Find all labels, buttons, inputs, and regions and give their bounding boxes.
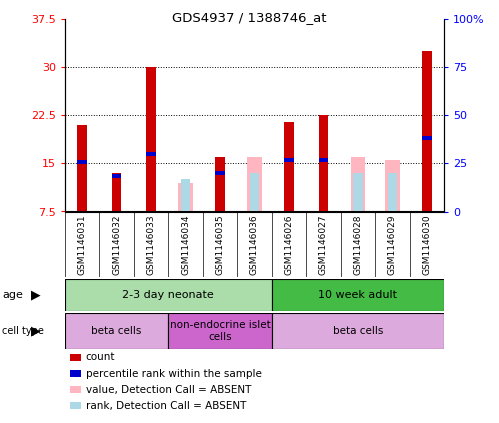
Bar [215,157,225,171]
Text: GSM1146028: GSM1146028 [353,214,362,275]
Bar [178,183,193,212]
Text: GSM1146031: GSM1146031 [78,214,87,275]
Bar [146,67,156,152]
Bar [319,158,328,162]
Bar [284,122,294,212]
Text: GSM1146026: GSM1146026 [284,214,293,275]
Text: count: count [86,352,115,363]
Bar [250,173,259,212]
Text: cell type: cell type [2,326,44,336]
Bar [385,160,400,212]
Bar [146,152,156,156]
Text: percentile rank within the sample: percentile rank within the sample [86,368,261,379]
Bar [284,122,294,158]
Bar [215,157,225,212]
Bar [422,136,432,140]
Bar [319,115,328,158]
Text: GSM1146036: GSM1146036 [250,214,259,275]
Text: GSM1146033: GSM1146033 [147,214,156,275]
Text: age: age [2,290,23,300]
Bar [77,125,87,212]
Bar [65,279,272,311]
Bar [422,51,432,136]
Text: GSM1146032: GSM1146032 [112,214,121,275]
Bar [272,313,444,349]
Bar [388,173,397,212]
Bar [422,51,432,212]
Bar [112,174,121,178]
Bar [272,279,444,311]
Text: 2-3 day neonate: 2-3 day neonate [122,290,214,300]
Text: beta cells: beta cells [333,326,383,336]
Text: ▶: ▶ [31,324,41,338]
Bar [65,313,168,349]
Text: GSM1146029: GSM1146029 [388,214,397,275]
Text: GSM1146034: GSM1146034 [181,214,190,275]
Bar [168,313,272,349]
Bar [112,173,121,174]
Text: value, Detection Call = ABSENT: value, Detection Call = ABSENT [86,385,251,395]
Text: GDS4937 / 1388746_at: GDS4937 / 1388746_at [172,11,327,24]
Bar [77,160,87,164]
Text: rank, Detection Call = ABSENT: rank, Detection Call = ABSENT [86,401,246,411]
Bar [351,157,365,212]
Bar [215,171,225,175]
Text: GSM1146030: GSM1146030 [422,214,431,275]
Text: beta cells: beta cells [91,326,142,336]
Bar [146,67,156,212]
Text: 10 week adult: 10 week adult [318,290,397,300]
Bar [284,158,294,162]
Bar [353,173,363,212]
Bar [319,115,328,212]
Text: GSM1146027: GSM1146027 [319,214,328,275]
Text: ▶: ▶ [31,288,41,302]
Bar [181,179,190,212]
Bar [112,173,121,212]
Bar [247,157,262,212]
Text: GSM1146035: GSM1146035 [216,214,225,275]
Bar [77,125,87,160]
Text: non-endocrine islet
cells: non-endocrine islet cells [170,320,270,342]
